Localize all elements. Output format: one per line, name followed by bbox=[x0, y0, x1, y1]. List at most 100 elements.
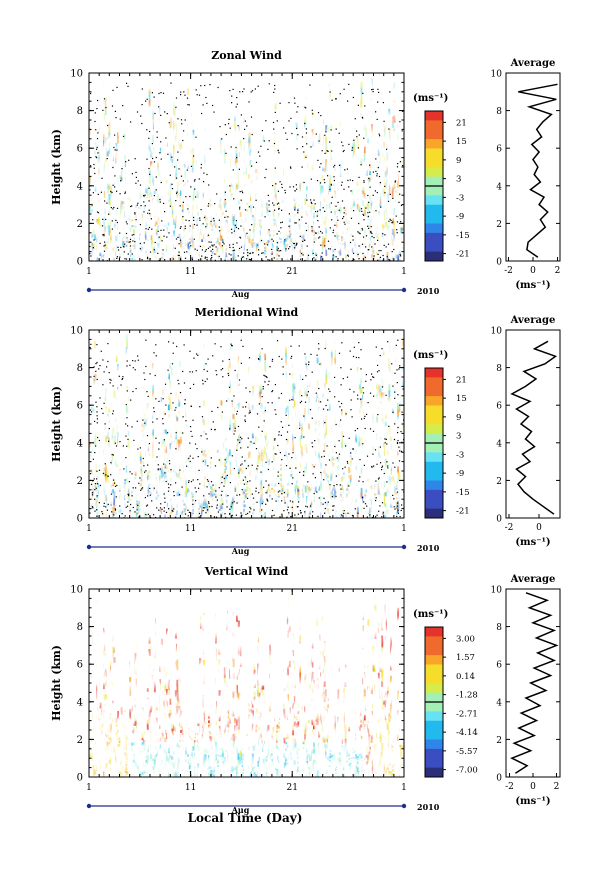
y-tick-label: 10 bbox=[70, 585, 83, 596]
colorbar-tick-label: 9 bbox=[456, 413, 461, 423]
x-tick-label: 21 bbox=[286, 783, 297, 793]
colorbar-tick-label: -5.57 bbox=[456, 747, 478, 757]
colorbar-tick-label: 15 bbox=[456, 137, 467, 147]
colorbar-segment bbox=[425, 711, 443, 722]
colorbar-segment bbox=[425, 636, 443, 647]
year-label: 2010 bbox=[417, 802, 440, 812]
y-axis-label: Height (km) bbox=[50, 129, 63, 205]
colorbar-tick-label: 3.00 bbox=[456, 634, 475, 644]
colorbar-segment bbox=[425, 471, 443, 481]
x-tick-label: 1 bbox=[86, 267, 92, 277]
profile-y-tick-label: 2 bbox=[496, 477, 502, 487]
colorbar-segment bbox=[425, 692, 443, 703]
colorbar-segment bbox=[425, 461, 443, 472]
x-tick-label: 21 bbox=[286, 267, 297, 277]
colorbar-segment bbox=[425, 683, 443, 694]
colorbar-segment bbox=[425, 111, 443, 121]
y-tick-label: 0 bbox=[77, 773, 83, 784]
colorbar-segment bbox=[425, 720, 443, 731]
colorbar-tick-label: 0.14 bbox=[456, 672, 475, 682]
y-tick-label: 2 bbox=[77, 735, 83, 746]
colorbar-segment bbox=[425, 120, 443, 131]
colorbar-unit: (ms⁻¹) bbox=[413, 93, 448, 104]
colorbar-tick-label: -15 bbox=[456, 488, 470, 498]
profile-y-tick-label: 8 bbox=[496, 107, 502, 117]
x-tick-label: 1 bbox=[401, 267, 407, 277]
colorbar-segment bbox=[425, 176, 443, 187]
colorbar-segment bbox=[425, 480, 443, 491]
colorbar-segment bbox=[425, 443, 443, 453]
colorbar-segment bbox=[425, 396, 443, 406]
x-tick-label: 1 bbox=[401, 783, 407, 793]
colorbar-segment bbox=[425, 386, 443, 397]
colorbar-tick-label: -9 bbox=[456, 469, 464, 479]
colorbar-tick-label: 21 bbox=[456, 118, 467, 128]
colorbar-tick-label: 9 bbox=[456, 156, 461, 166]
colorbar-tick-label: -21 bbox=[456, 250, 470, 260]
colorbar-segment bbox=[425, 251, 443, 262]
month-label: Aug bbox=[231, 805, 250, 815]
colorbar-tick-label: -9 bbox=[456, 212, 464, 222]
profile-y-tick-label: 4 bbox=[496, 182, 502, 192]
panel-title: Zonal Wind bbox=[211, 49, 282, 62]
colorbar-segment bbox=[425, 730, 443, 740]
heatmap-cells bbox=[89, 591, 404, 777]
profile-x-tick-label: -2 bbox=[504, 266, 513, 276]
colorbar-segment bbox=[425, 139, 443, 149]
colorbar-segment bbox=[425, 702, 443, 712]
colorbar-unit: (ms⁻¹) bbox=[413, 350, 448, 361]
profile-y-tick-label: 4 bbox=[496, 698, 502, 708]
colorbar-segment bbox=[425, 167, 443, 178]
x-tick-label: 21 bbox=[286, 524, 297, 534]
colorbar-segment bbox=[425, 664, 443, 675]
colorbar-tick-label: -15 bbox=[456, 231, 470, 241]
x-tick-label: 1 bbox=[401, 524, 407, 534]
y-tick-label: 2 bbox=[77, 219, 83, 230]
colorbar-segment bbox=[425, 627, 443, 637]
profile-y-tick-label: 6 bbox=[496, 402, 502, 412]
profile-line bbox=[518, 83, 558, 258]
profile-y-tick-label: 0 bbox=[496, 774, 502, 784]
colorbar-segment bbox=[425, 129, 443, 140]
profile-x-tick-label: 2 bbox=[554, 782, 560, 792]
colorbar-segment bbox=[425, 452, 443, 463]
month-label: Aug bbox=[231, 289, 250, 299]
profile-y-tick-label: 10 bbox=[491, 327, 503, 337]
y-tick-label: 8 bbox=[77, 622, 83, 633]
profile-y-tick-label: 10 bbox=[491, 70, 503, 80]
profile-x-tick-label: 0 bbox=[536, 523, 542, 533]
year-label: 2010 bbox=[417, 543, 440, 553]
colorbar-segment bbox=[425, 748, 443, 759]
colorbar-segment bbox=[425, 223, 443, 234]
colorbar-segment bbox=[425, 377, 443, 388]
x-tick-label: 11 bbox=[185, 524, 196, 534]
profile-y-tick-label: 0 bbox=[496, 515, 502, 525]
panel-title: Vertical Wind bbox=[204, 565, 289, 578]
colorbar-segment bbox=[425, 232, 443, 243]
profile-y-tick-label: 2 bbox=[496, 220, 502, 230]
x-tick-label: 1 bbox=[86, 783, 92, 793]
profile-y-tick-label: 10 bbox=[491, 586, 503, 596]
colorbar-segment bbox=[425, 499, 443, 510]
colorbar-tick-label: -3 bbox=[456, 450, 464, 460]
colorbar-segment bbox=[425, 157, 443, 168]
colorbar-segment bbox=[425, 489, 443, 500]
y-tick-label: 8 bbox=[77, 106, 83, 117]
x-axis-label: Local Time (Day) bbox=[188, 811, 303, 825]
colorbar-segment bbox=[425, 645, 443, 656]
colorbar-segment bbox=[425, 186, 443, 196]
profile-title: Average bbox=[510, 315, 556, 326]
profile-title: Average bbox=[510, 574, 556, 585]
heatmap-cells bbox=[89, 73, 404, 261]
profile-x-label: (ms⁻¹) bbox=[515, 280, 550, 291]
colorbar-segment bbox=[425, 508, 443, 519]
colorbar-tick-label: -21 bbox=[456, 507, 470, 517]
colorbar-segment bbox=[425, 242, 443, 253]
profile-x-label: (ms⁻¹) bbox=[515, 537, 550, 548]
y-tick-label: 4 bbox=[77, 181, 83, 192]
profile-line bbox=[510, 592, 559, 774]
colorbar-segment bbox=[425, 368, 443, 378]
